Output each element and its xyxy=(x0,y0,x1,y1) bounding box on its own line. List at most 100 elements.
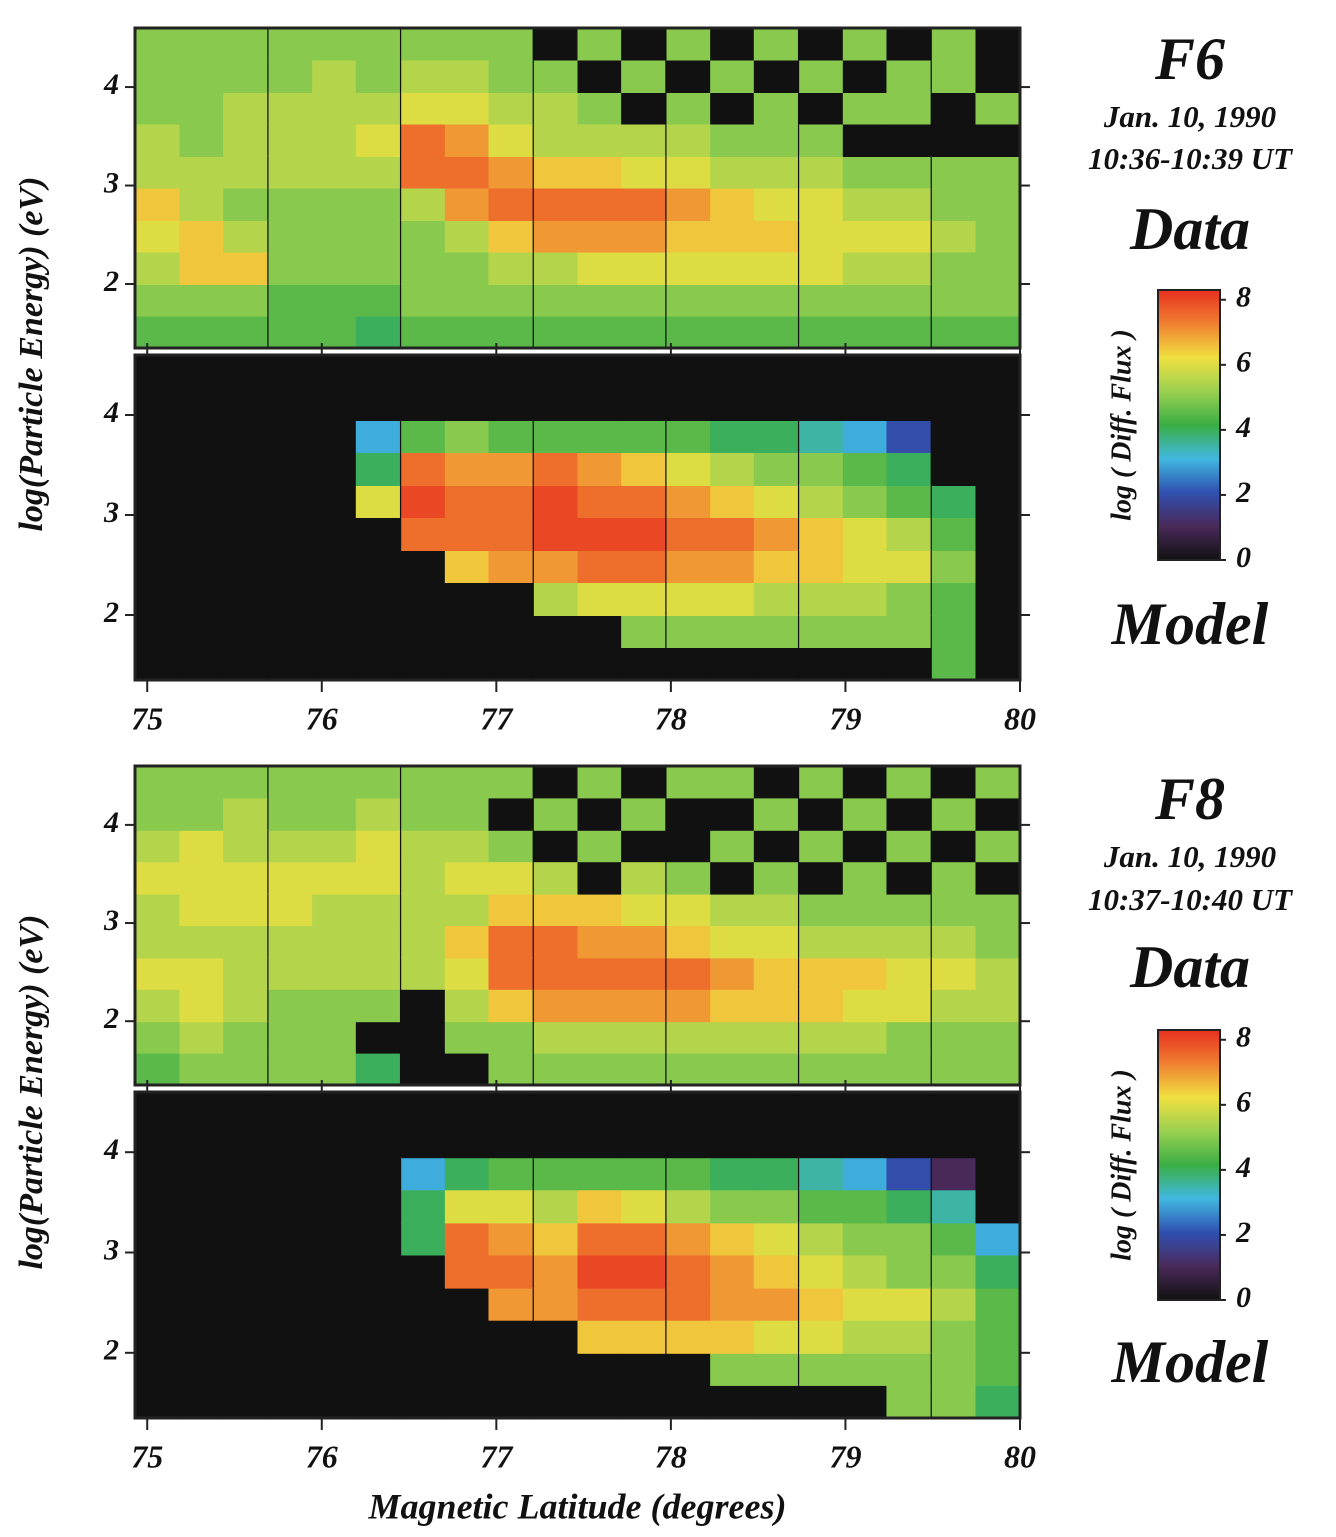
heatmap-cell xyxy=(975,219,1020,253)
heatmap-cell xyxy=(179,316,224,349)
heatmap-cell xyxy=(401,1320,446,1354)
heatmap-cell xyxy=(268,766,313,799)
heatmap-cell xyxy=(710,766,755,799)
heatmap-cell xyxy=(753,28,798,61)
heatmap-cell xyxy=(312,517,357,551)
heatmap-cell xyxy=(355,861,400,895)
heatmap-cell xyxy=(931,1221,976,1256)
heatmap-cell xyxy=(710,956,755,990)
heatmap-cell xyxy=(842,1352,887,1386)
heatmap-cell xyxy=(223,797,268,831)
heatmap-cell xyxy=(312,1287,357,1321)
heatmap-cell xyxy=(666,1221,711,1256)
heatmap-cell xyxy=(799,549,844,583)
heatmap-cell xyxy=(931,452,976,486)
heatmap-cell xyxy=(533,316,578,349)
heatmap-cell xyxy=(753,956,798,990)
heatmap-cell xyxy=(444,989,489,1023)
heatmap-cell xyxy=(488,1352,533,1386)
heatmap-cell xyxy=(842,614,887,648)
heatmap-cell xyxy=(577,124,622,157)
heatmap-cell xyxy=(621,28,666,61)
heatmap-cell xyxy=(621,829,666,863)
heatmap-cell xyxy=(444,452,489,486)
heatmap-cell xyxy=(842,28,887,61)
heatmap-cell xyxy=(753,1156,798,1191)
heatmap-cell xyxy=(710,647,755,681)
heatmap-cell xyxy=(666,188,711,221)
heatmap-cell xyxy=(931,797,976,831)
heatmap-cell xyxy=(886,484,931,518)
heatmap-cell xyxy=(842,1255,887,1289)
heatmap-cell xyxy=(710,1255,755,1289)
heatmap-cell xyxy=(753,893,798,926)
heatmap-cell xyxy=(577,1124,622,1159)
heatmap-cell xyxy=(268,797,313,831)
heatmap-cell xyxy=(355,124,400,157)
heatmap-cell xyxy=(268,484,313,518)
heatmap-cell xyxy=(577,647,622,681)
heatmap-cell xyxy=(533,60,578,93)
heatmap-cell xyxy=(401,91,446,125)
heatmap-cell xyxy=(355,155,400,189)
heatmap-cell xyxy=(533,1124,578,1159)
heatmap-cell xyxy=(842,1385,887,1419)
heatmap-cell xyxy=(753,647,798,681)
heatmap-cell xyxy=(223,549,268,583)
heatmap-cell xyxy=(577,1156,622,1191)
heatmap-cell xyxy=(799,1255,844,1289)
heatmap-cell xyxy=(577,484,622,518)
heatmap-cell xyxy=(488,484,533,518)
heatmap-cell xyxy=(931,647,976,681)
heatmap-cell xyxy=(223,1255,268,1289)
heatmap-cell xyxy=(666,1156,711,1191)
heatmap-cell xyxy=(886,582,931,616)
heatmap-cell xyxy=(753,124,798,157)
heatmap-cell xyxy=(886,419,931,453)
heatmap-cell xyxy=(179,28,224,61)
colorbar-tick-label: 8 xyxy=(1236,281,1251,314)
heatmap-cell xyxy=(753,452,798,486)
heatmap-cell xyxy=(312,1352,357,1386)
heatmap-cell xyxy=(577,549,622,583)
heatmap-cell xyxy=(975,452,1020,486)
heatmap-cell xyxy=(533,1352,578,1386)
heatmap-cell xyxy=(488,1221,533,1256)
x-tick-label: 77 xyxy=(480,700,514,736)
heatmap-cell xyxy=(312,91,357,125)
heatmap-cell xyxy=(886,316,931,349)
heatmap-cell xyxy=(355,387,400,421)
heatmap-cell xyxy=(753,91,798,125)
heatmap-cell xyxy=(931,283,976,317)
heatmap-cell xyxy=(179,766,224,799)
heatmap-cell xyxy=(666,614,711,648)
heatmap-cell xyxy=(444,155,489,189)
heatmap-cell xyxy=(488,1320,533,1354)
colorbar-label: log ( Diff. Flux ) xyxy=(1106,1069,1137,1261)
heatmap-cell xyxy=(135,124,181,157)
heatmap-cell xyxy=(401,956,446,990)
y-tick-label: 2 xyxy=(103,1002,119,1035)
heatmap-cell xyxy=(710,1053,755,1086)
heatmap-cell xyxy=(975,1287,1020,1321)
heatmap-cell xyxy=(886,91,931,125)
heatmap-cell xyxy=(355,517,400,551)
heatmap-cell xyxy=(577,797,622,831)
heatmap-cell xyxy=(842,549,887,583)
heatmap-cell xyxy=(799,1156,844,1191)
heatmap-cell xyxy=(355,797,400,831)
heatmap-cell xyxy=(975,1124,1020,1159)
heatmap-cell xyxy=(444,956,489,990)
heatmap-cell xyxy=(799,1092,844,1126)
heatmap-cell xyxy=(931,155,976,189)
heatmap-cell xyxy=(577,355,622,388)
heatmap-cell xyxy=(931,252,976,285)
heatmap-cell xyxy=(666,829,711,863)
heatmap-cell xyxy=(577,989,622,1023)
x-tick-label: 76 xyxy=(306,700,338,736)
heatmap-cell xyxy=(355,829,400,863)
heatmap-cell xyxy=(621,861,666,895)
heatmap-cell xyxy=(621,1189,666,1224)
heatmap-cell xyxy=(931,1255,976,1289)
